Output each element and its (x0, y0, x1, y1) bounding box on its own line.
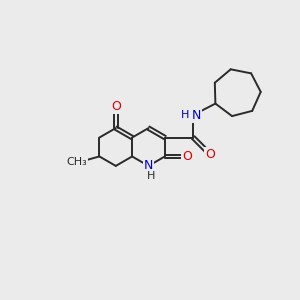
Text: N: N (144, 159, 153, 172)
Text: H: H (181, 110, 189, 120)
Text: O: O (111, 100, 121, 113)
Text: H: H (147, 171, 155, 182)
Text: O: O (182, 150, 192, 163)
Text: O: O (205, 148, 215, 160)
Text: N: N (191, 109, 201, 122)
Text: CH₃: CH₃ (66, 158, 87, 167)
